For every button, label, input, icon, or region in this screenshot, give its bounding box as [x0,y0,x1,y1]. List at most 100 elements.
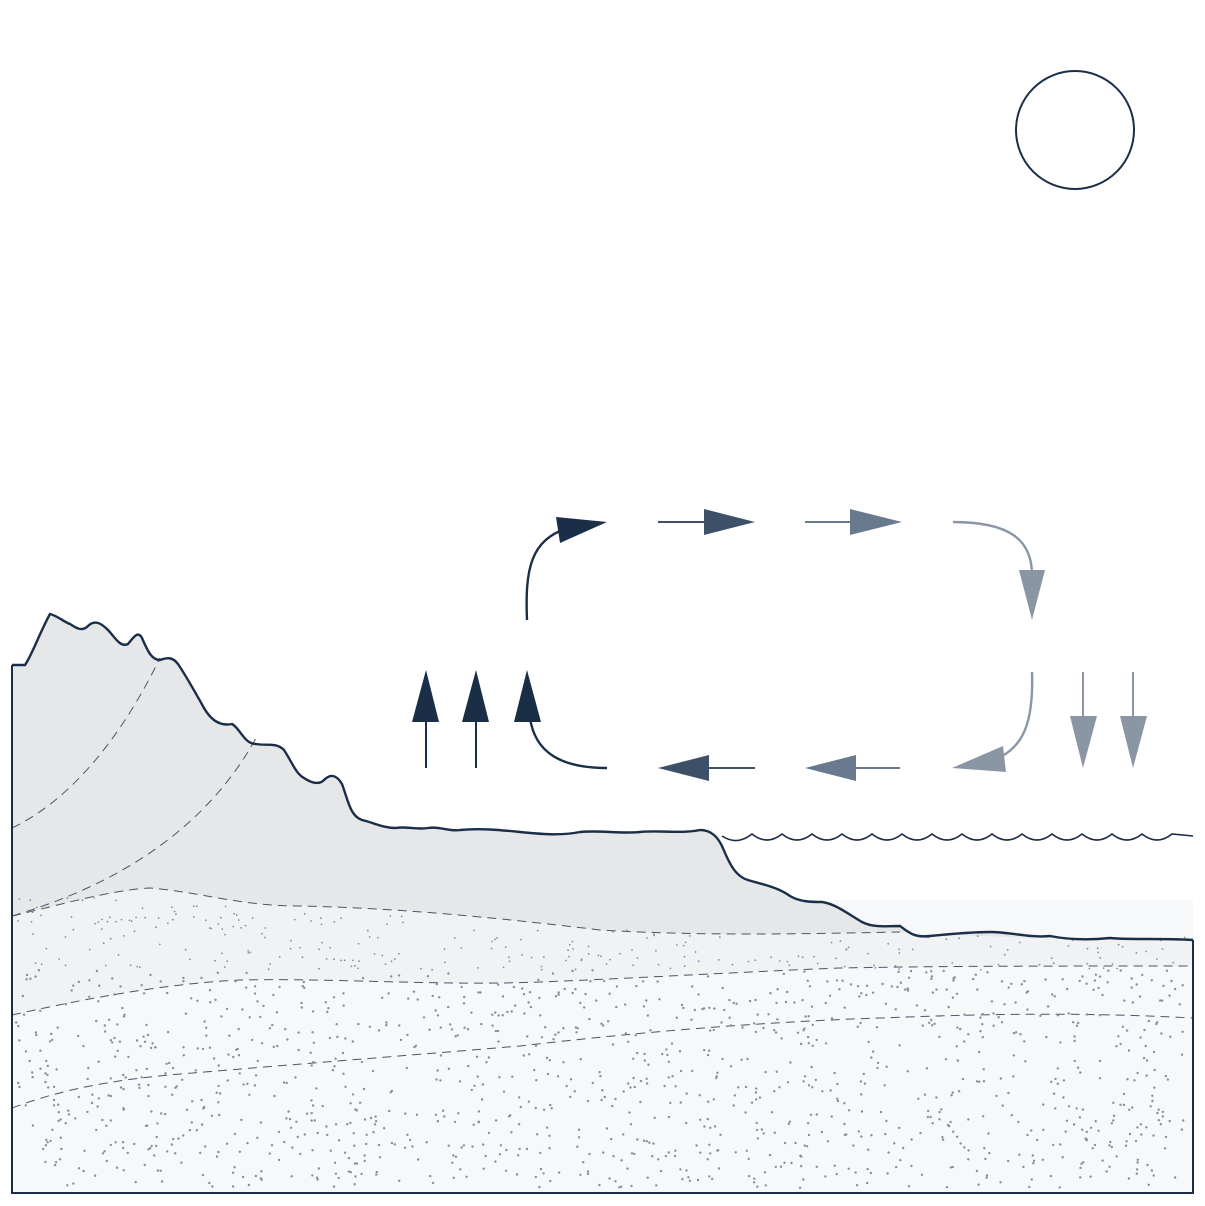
stipple-dot [636,1051,639,1055]
stipple-dot [494,1160,497,1163]
stipple-dot [101,918,103,921]
stipple-dot [542,1108,546,1112]
stipple-dot [353,1162,357,1165]
stipple-dot [149,1046,153,1050]
stipple-dot [310,1064,313,1067]
stipple-dot [836,1097,839,1101]
stipple-dot [210,1114,214,1118]
stipple-dot [978,1080,981,1083]
stipple-dot [988,1151,991,1155]
stipple-dot [938,1035,941,1039]
stipple-dot [843,1122,846,1126]
stipple-dot [952,979,955,982]
stipple-dot [550,1107,553,1110]
stipple-dot [208,989,212,992]
stipple-dot [1089,1175,1092,1178]
stipple-dot [1131,1001,1135,1004]
stipple-dot [434,1113,438,1117]
stipple-dot [129,964,132,967]
stipple-dot [351,1040,354,1043]
stipple-dot [713,1007,716,1010]
stipple-dot [752,1022,756,1025]
stipple-dot [1151,1099,1154,1103]
stipple-dot [1078,979,1081,983]
stipple-dot [591,1081,594,1085]
stipple-dot [546,1126,549,1129]
stipple-dot [349,1102,352,1105]
stipple-dot [135,1039,139,1042]
stipple-dot [1101,1159,1104,1162]
stipple-dot [753,1177,756,1180]
stipple-dot [1161,1115,1165,1118]
stipple-dot [525,1147,529,1151]
stipple-dot [867,952,869,955]
stipple-dot [363,1159,366,1163]
stipple-dot [168,1061,171,1065]
stipple-dot [245,986,248,989]
stipple-dot [925,971,928,974]
stipple-dot [667,1151,670,1154]
stipple-dot [624,1003,627,1006]
stipple-dot [857,1130,860,1133]
stipple-dot [39,1049,42,1052]
stipple-dot [200,1098,203,1102]
stipple-dot [867,1148,870,1151]
stipple-dot [745,1149,748,1153]
stipple-dot [584,992,587,996]
stipple-dot [101,1152,105,1155]
stipple-dot [327,1007,330,1010]
stipple-dot [523,1012,526,1015]
stipple-dot [165,1062,168,1066]
stipple-dot [103,1150,106,1153]
stipple-dot [506,1010,509,1014]
stipple-dot [349,1171,352,1174]
stipple-dot [114,1141,117,1144]
stipple-dot [285,1117,288,1120]
stipple-dot [1012,1032,1016,1035]
stipple-dot [799,1042,803,1046]
stipple-dot [419,967,422,970]
stipple-dot [182,980,185,983]
stipple-dot [1086,947,1089,950]
stipple-dot [373,953,376,955]
stipple-dot [712,1028,715,1032]
stipple-dot [935,1096,938,1099]
stipple-dot [1135,952,1138,954]
stipple-dot [646,1014,649,1017]
stipple-dot [636,1138,639,1141]
stipple-dot [494,1011,497,1014]
stipple-dot [1124,1144,1128,1147]
stipple-dot [145,1067,148,1071]
stipple-dot [1094,973,1098,976]
stipple-dot [788,1120,791,1123]
stipple-dot [1014,1031,1018,1034]
stipple-dot [64,1003,68,1006]
stipple-dot [693,1008,696,1012]
stipple-dot [226,960,229,962]
stipple-dot [321,1104,324,1108]
stipple-dot [273,1094,276,1098]
stipple-dot [1152,1050,1156,1054]
stipple-dot [122,935,125,937]
stipple-dot [428,1028,431,1031]
stipple-dot [953,976,956,979]
stipple-dot [45,1138,48,1142]
stipple-dot [656,980,659,983]
stipple-dot [358,960,360,962]
stipple-dot [387,992,390,995]
stipple-dot [333,921,336,923]
arrowhead-bottom-2 [805,755,856,781]
stipple-dot [963,1146,966,1149]
stipple-dot [756,1013,759,1016]
stipple-dot [625,929,628,932]
stipple-dot [579,1173,582,1177]
stipple-dot [44,1160,47,1164]
stipple-dot [563,987,566,991]
stipple-dot [763,1171,767,1174]
stipple-dot [70,916,73,918]
stipple-dot [142,1035,145,1038]
stipple-dot [633,1085,636,1089]
stipple-dot [318,948,320,951]
stipple-dot [778,960,781,962]
stipple-dot [170,1143,174,1146]
